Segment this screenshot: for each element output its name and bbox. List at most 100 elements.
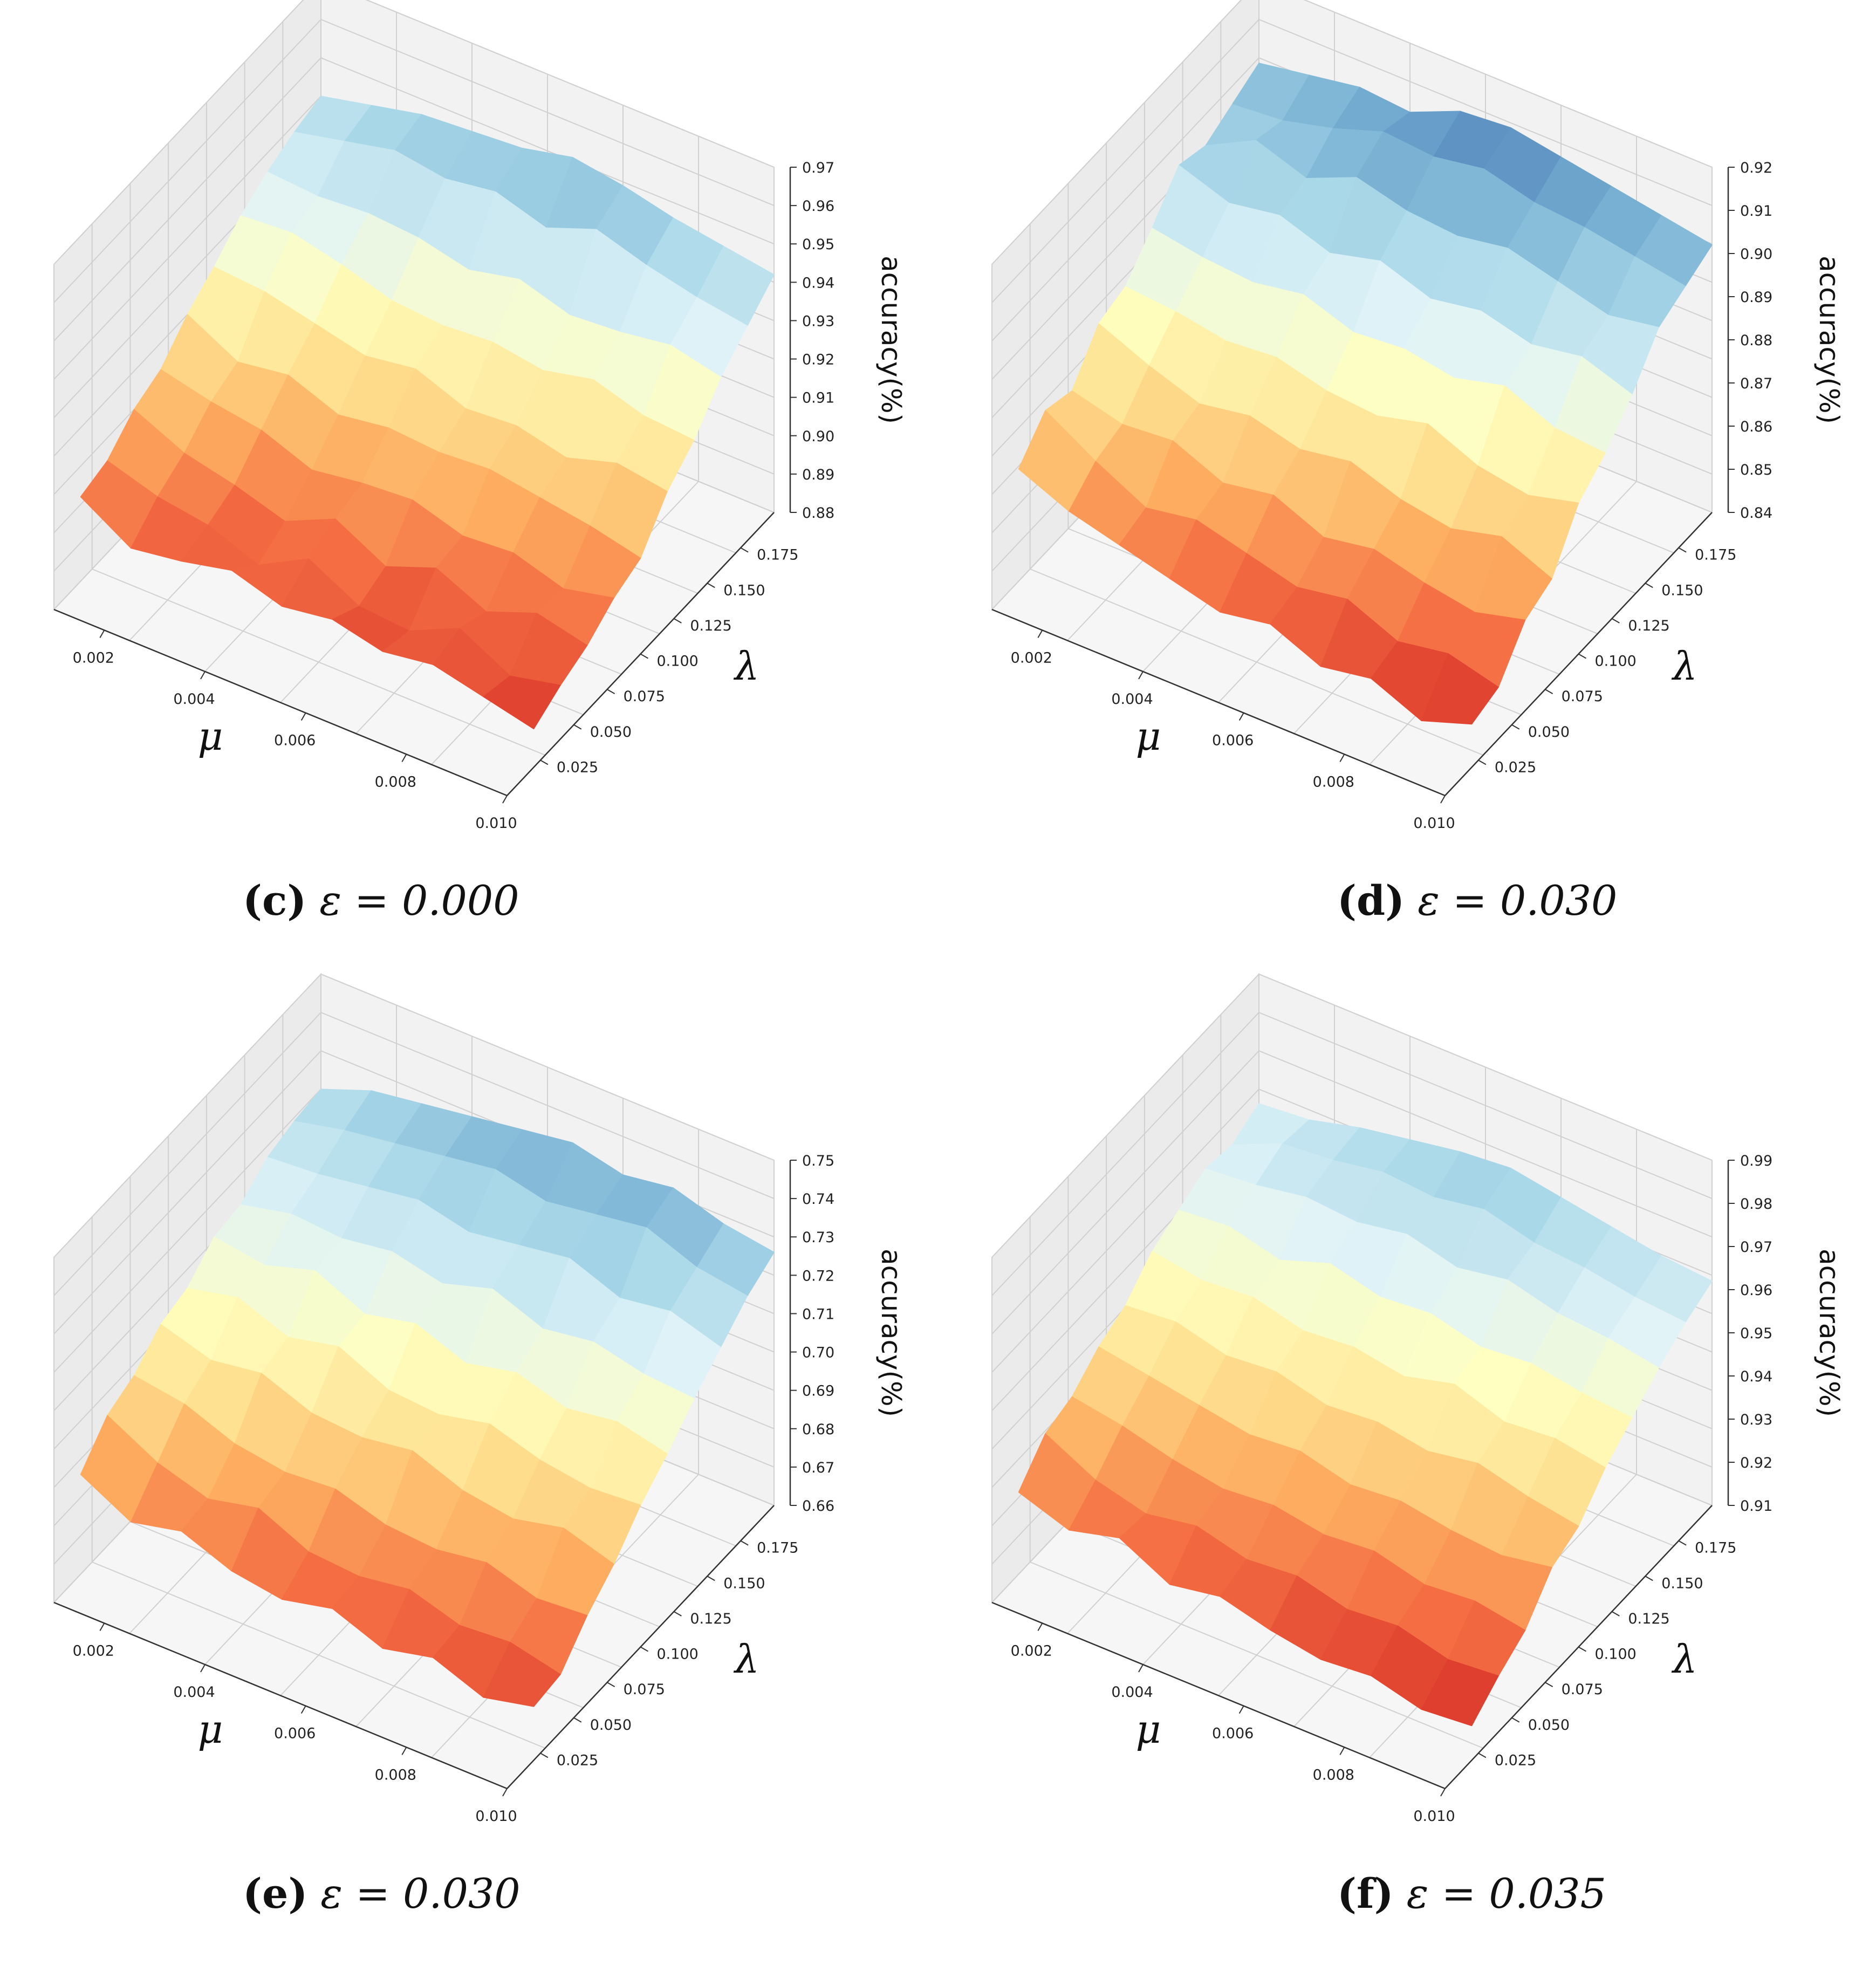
chart-f: 0.002 0.004 0.006 0.008 0.010 0.025 0.050 0.075… [991, 973, 1845, 1825]
z-tick-label: 0.88 [1740, 332, 1772, 349]
z-tick-label: 0.92 [802, 352, 834, 368]
mu-tick-label: 0.008 [375, 1766, 416, 1783]
mu-tick-mark [401, 754, 407, 762]
lambda-tick-label: 0.175 [757, 547, 798, 564]
z-tick-label: 0.68 [802, 1421, 834, 1438]
mu-tick-label: 0.010 [1413, 1808, 1455, 1825]
z-tick-label: 0.95 [802, 236, 834, 253]
lambda-tick-label: 0.050 [1528, 1717, 1570, 1734]
mu-tick-mark [1138, 1664, 1144, 1673]
lambda-tick-mark [540, 759, 549, 765]
z-tick-label: 0.72 [802, 1268, 834, 1284]
z-tick-label: 0.85 [1740, 462, 1772, 478]
lambda-tick-label: 0.150 [723, 582, 765, 599]
caption-e: (e) ε = 0.030 [243, 1869, 521, 1934]
z-tick-label: 0.91 [1740, 1498, 1772, 1515]
lambda-tick-label: 0.075 [624, 1681, 665, 1698]
mu-tick-label: 0.010 [1413, 815, 1455, 832]
lambda-tick-mark [707, 1576, 715, 1581]
lambda-tick-label: 0.150 [1661, 1575, 1703, 1592]
z-axis-label: accuracy(%) [875, 1249, 907, 1417]
surface [1018, 63, 1713, 725]
mu-tick-mark [300, 1706, 306, 1714]
mu-tick-mark [1440, 1788, 1446, 1797]
lambda-tick-label: 0.100 [657, 653, 699, 670]
z-tick-label: 0.91 [802, 390, 834, 407]
mu-tick-label: 0.008 [1313, 1766, 1354, 1783]
z-tick-label: 0.94 [1740, 1368, 1772, 1385]
caption-f: (f) ε = 0.035 [1337, 1869, 1606, 1934]
lambda-tick-mark [573, 1717, 582, 1723]
surface [80, 95, 775, 730]
z-tick-label: 0.97 [1740, 1239, 1772, 1256]
z-tick-label: 0.88 [802, 505, 834, 522]
lambda-tick-label: 0.150 [723, 1575, 765, 1592]
lambda-tick-label: 0.100 [1595, 1646, 1637, 1663]
surface-patch [1421, 653, 1499, 725]
mu-tick-label: 0.004 [1111, 691, 1153, 708]
z-tick-label: 0.84 [1740, 505, 1772, 522]
lambda-tick-mark [1511, 1717, 1520, 1723]
lambda-tick-mark [640, 1646, 648, 1652]
lambda-axis-label: λ [733, 1636, 759, 1682]
lambda-tick-label: 0.050 [590, 724, 632, 741]
caption-d: (d) ε = 0.030 [1337, 876, 1617, 941]
lambda-tick-label: 0.100 [657, 1646, 699, 1663]
lambda-tick-label: 0.125 [690, 618, 731, 634]
z-tick-label: 0.66 [802, 1498, 834, 1515]
lambda-axis-label: λ [1671, 1636, 1697, 1682]
lambda-tick-mark [573, 724, 582, 730]
lambda-tick-mark [640, 653, 648, 659]
surface [80, 1088, 775, 1707]
mu-tick-label: 0.008 [375, 773, 416, 790]
lambda-tick-mark [1578, 1646, 1586, 1652]
lambda-tick-mark [740, 547, 749, 553]
mu-tick-label: 0.010 [475, 815, 517, 832]
mu-tick-label: 0.006 [1212, 732, 1254, 749]
lambda-tick-mark [673, 618, 682, 624]
mu-tick-mark [502, 1788, 508, 1797]
mu-tick-mark [1440, 795, 1446, 804]
lambda-tick-label: 0.025 [1495, 759, 1536, 776]
lambda-tick-label: 0.075 [1562, 1681, 1603, 1698]
z-tick-label: 0.95 [1740, 1325, 1772, 1342]
caption-label-d: (d) [1337, 876, 1405, 924]
z-tick-label: 0.98 [1740, 1196, 1772, 1213]
lambda-tick-label: 0.075 [1562, 688, 1603, 705]
lambda-tick-label: 0.100 [1595, 653, 1637, 670]
lambda-tick-mark [1611, 1611, 1620, 1617]
z-tick-label: 0.93 [1740, 1412, 1772, 1428]
mu-tick-mark [1138, 671, 1144, 680]
z-axis-label: accuracy(%) [1813, 1249, 1845, 1417]
mu-tick-mark [99, 1622, 105, 1631]
z-tick-label: 0.93 [802, 313, 834, 330]
z-tick-label: 0.67 [802, 1460, 834, 1476]
mu-tick-label: 0.006 [274, 1725, 316, 1742]
caption-eq-e: ε = 0.030 [320, 1869, 521, 1917]
z-tick-label: 0.92 [1740, 1455, 1772, 1471]
mu-tick-label: 0.006 [274, 732, 316, 749]
lambda-tick-mark [1511, 724, 1520, 730]
lambda-tick-mark [1645, 1576, 1653, 1581]
caption-eq-c: ε = 0.000 [319, 876, 519, 924]
lambda-tick-label: 0.125 [1628, 618, 1669, 634]
lambda-tick-label: 0.050 [1528, 724, 1570, 741]
panel-c: 0.002 0.004 0.006 0.008 0.010 0.025 0.050 0.075… [0, 0, 938, 993]
mu-tick-mark [300, 713, 306, 721]
z-tick-label: 0.99 [1740, 1153, 1772, 1169]
caption-eq-d: ε = 0.030 [1418, 876, 1618, 924]
mu-axis-label: μ [1136, 714, 1161, 759]
z-tick-label: 0.91 [1740, 203, 1772, 220]
mu-tick-mark [99, 629, 105, 638]
lambda-tick-label: 0.150 [1661, 582, 1703, 599]
lambda-tick-mark [1578, 653, 1586, 659]
z-tick-label: 0.89 [802, 467, 834, 483]
lambda-axis-label: λ [1671, 643, 1697, 689]
mu-tick-mark [200, 671, 206, 680]
mu-tick-mark [1037, 1622, 1043, 1631]
z-tick-label: 0.96 [1740, 1282, 1772, 1299]
z-tick-label: 0.73 [802, 1229, 834, 1246]
z-tick-label: 0.71 [802, 1306, 834, 1323]
caption-label-c: (c) [243, 876, 307, 924]
lambda-tick-mark [607, 689, 615, 694]
